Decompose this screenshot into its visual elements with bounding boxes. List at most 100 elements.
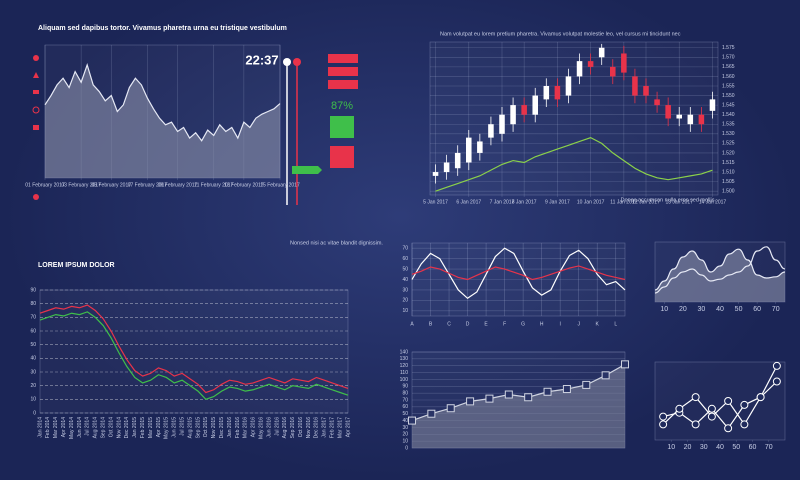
x-tick-label: Feb 2014 xyxy=(45,417,51,438)
x-tick-label: Jul 2014 xyxy=(85,417,91,436)
y-tick-label: 50 xyxy=(402,411,408,417)
x-tick-label: 07 February 2017 xyxy=(128,182,168,188)
marker-knob xyxy=(293,58,301,66)
marker xyxy=(724,424,733,433)
x-tick-label: Dec 2014 xyxy=(124,417,130,439)
marker xyxy=(707,404,716,413)
x-tick-label: May 2016 xyxy=(258,417,264,439)
button[interactable] xyxy=(328,80,358,89)
y-tick-label: 1.575 xyxy=(722,45,735,51)
marker xyxy=(772,377,781,386)
x-tick-label: K xyxy=(596,321,600,327)
x-tick-label: C xyxy=(447,321,451,327)
y-tick-label: 110 xyxy=(400,370,408,376)
x-tick-label: 40 xyxy=(716,444,724,451)
candle-body xyxy=(466,137,472,163)
x-tick-label: 13 February 2017 xyxy=(224,182,264,188)
candle-body xyxy=(510,105,516,125)
x-tick-label: Jun 2015 xyxy=(172,417,178,438)
clock: 22:37 xyxy=(245,52,278,67)
line xyxy=(411,265,626,281)
candle-body xyxy=(554,85,561,100)
y-tick-label: 1.505 xyxy=(722,179,735,185)
marker xyxy=(691,420,700,429)
candle-body xyxy=(576,61,583,77)
y-tick-label: 50 xyxy=(30,342,36,348)
x-tick-label: 10 xyxy=(660,306,668,313)
y-tick-label: 20 xyxy=(402,432,408,438)
x-tick-label: 7 Jan 2017 xyxy=(490,199,515,205)
area xyxy=(45,64,280,178)
marker xyxy=(691,393,700,402)
marker xyxy=(601,371,610,380)
x-tick-label: 11 Jan 2017 xyxy=(610,199,637,205)
y-tick-label: 1.530 xyxy=(722,131,735,137)
x-tick-label: Aug 2015 xyxy=(187,417,193,439)
y-tick-label: 100 xyxy=(400,377,409,383)
line xyxy=(39,304,349,394)
x-tick-label: 60 xyxy=(753,306,761,313)
x-tick-label: 12 Jan 2017 xyxy=(632,199,660,205)
x-tick-label: Feb 2015 xyxy=(140,417,146,438)
marker xyxy=(446,404,455,413)
candle-body xyxy=(654,99,660,106)
x-tick-label: Mar 2015 xyxy=(148,417,154,438)
button[interactable] xyxy=(328,67,358,76)
button[interactable] xyxy=(328,54,358,63)
x-tick-label: Jan 2014 xyxy=(37,417,43,438)
x-tick-label: 14 Jan 2017 xyxy=(699,199,727,205)
candle-body xyxy=(477,141,483,153)
candle-body xyxy=(643,85,649,96)
y-tick-label: 50 xyxy=(402,266,408,272)
y-tick-label: 30 xyxy=(30,369,36,375)
x-tick-label: Jun 2016 xyxy=(266,417,272,438)
marker xyxy=(485,394,494,403)
marker xyxy=(659,420,668,429)
candle-body xyxy=(488,124,494,138)
marker xyxy=(427,409,436,418)
y-tick-label: 1.560 xyxy=(722,74,735,80)
area xyxy=(655,249,785,302)
marker xyxy=(504,390,513,399)
candle-body xyxy=(454,152,461,169)
y-tick-label: 1.555 xyxy=(722,83,735,89)
marker xyxy=(756,393,765,402)
marker-knob xyxy=(283,58,291,66)
x-tick-label: Mar 2014 xyxy=(53,417,59,438)
line xyxy=(435,136,713,192)
chart-subtitle: Nam volutpat eu lorem pretium pharetra. … xyxy=(440,31,681,37)
candle-body xyxy=(687,114,694,125)
candle-body xyxy=(632,76,638,96)
y-tick-label: 70 xyxy=(402,246,408,252)
buy-button[interactable] xyxy=(330,116,354,138)
y-tick-label: 10 xyxy=(30,397,36,403)
x-tick-label: 10 Jan 2017 xyxy=(577,199,605,205)
x-tick-label: Oct 2014 xyxy=(108,417,114,438)
x-tick-label: 20 xyxy=(684,444,692,451)
x-tick-label: 15 February 2017 xyxy=(260,182,300,188)
y-tick-label: 1.535 xyxy=(722,122,735,128)
y-tick-label: 10 xyxy=(402,438,408,444)
y-tick-label: 1.570 xyxy=(722,55,735,61)
y-tick-label: 1.525 xyxy=(722,141,735,147)
sell-button[interactable] xyxy=(330,146,354,168)
y-tick-label: 40 xyxy=(402,277,408,283)
x-tick-label: Nov 2014 xyxy=(116,417,122,439)
x-tick-label: 11 February 2017 xyxy=(194,182,233,188)
x-tick-label: 50 xyxy=(732,444,740,451)
x-tick-label: Dec 2016 xyxy=(314,417,320,439)
marker xyxy=(675,404,684,413)
marker xyxy=(466,397,475,406)
candle-body xyxy=(543,85,550,100)
candle-body xyxy=(521,105,527,115)
x-tick-label: 30 xyxy=(698,306,706,313)
x-tick-label: Apr 2017 xyxy=(345,417,351,438)
candle-body xyxy=(665,105,671,119)
x-tick-label: H xyxy=(540,321,544,327)
x-tick-label: Sep 2015 xyxy=(195,417,201,439)
marker xyxy=(740,420,749,429)
x-tick-label: Aug 2016 xyxy=(282,417,288,439)
candle-body xyxy=(709,99,716,111)
line xyxy=(39,311,349,401)
x-tick-label: E xyxy=(484,321,488,327)
